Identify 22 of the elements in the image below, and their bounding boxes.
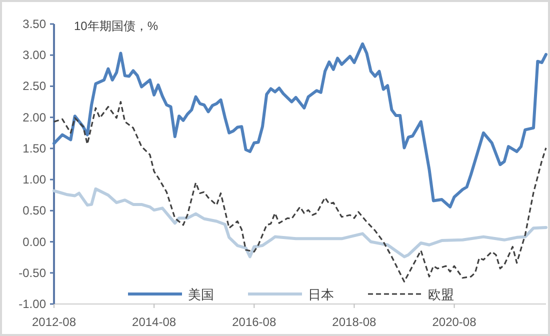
legend-label: 欧盟 <box>428 287 454 302</box>
y-tick-label: 0.00 <box>22 234 46 249</box>
line-series <box>52 42 548 208</box>
x-tick-label: 2014-08 <box>132 315 176 329</box>
y-tick-label: 1.00 <box>22 172 46 187</box>
y-tick-label: 0.50 <box>22 204 46 218</box>
legend-label: 日本 <box>308 287 334 302</box>
y-tick-label: 3.00 <box>22 48 46 62</box>
x-tick-label: 2018-08 <box>332 315 377 329</box>
x-tick-label: 2016-08 <box>232 315 276 329</box>
line-series <box>53 100 547 282</box>
y-tick-label: 2.00 <box>22 110 46 124</box>
x-tick-label: 2012-08 <box>32 315 76 329</box>
y-tick-label: -1.00 <box>18 297 46 311</box>
x-tick-label: 2020-08 <box>432 315 477 329</box>
line-series <box>52 187 548 258</box>
legend-label: 美国 <box>188 287 214 302</box>
chart-title: 10年期国债，% <box>74 19 158 33</box>
y-tick-label: 3.50 <box>22 17 46 31</box>
y-tick-label: 1.50 <box>22 141 46 156</box>
y-tick-label: 2.50 <box>22 79 46 94</box>
y-tick-label: -0.50 <box>18 266 46 280</box>
